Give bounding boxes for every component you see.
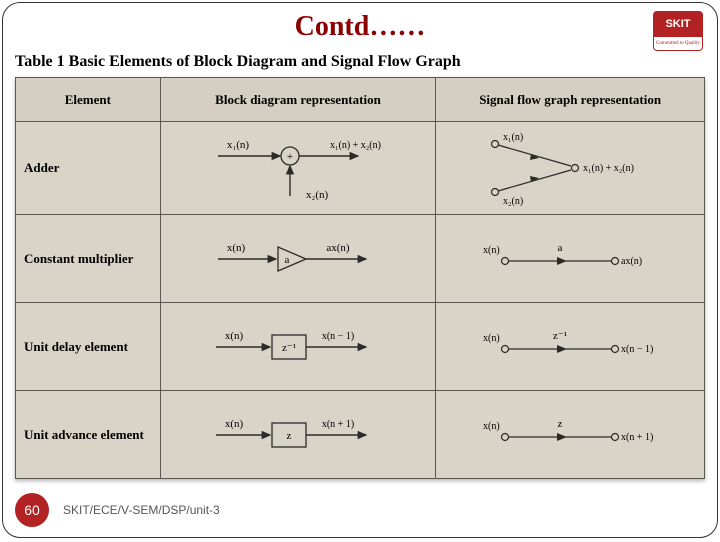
logo-tagline: Committed to Quality: [653, 37, 703, 51]
table-header-row: Element Block diagram representation Sig…: [16, 78, 705, 122]
svg-text:x₂(n): x₂(n): [503, 196, 523, 207]
svg-text:x(n): x(n): [225, 330, 244, 342]
block-diagram-advance: z x(n) x(n + 1): [160, 391, 436, 479]
svg-text:z: z: [287, 430, 292, 442]
svg-text:x(n): x(n): [227, 242, 246, 254]
svg-text:x(n): x(n): [225, 418, 244, 430]
svg-text:x₁(n) + x₂(n): x₁(n) + x₂(n): [330, 140, 381, 151]
svg-text:z⁻¹: z⁻¹: [282, 342, 296, 354]
svg-text:x₁(n) + x₂(n): x₁(n) + x₂(n): [583, 163, 634, 174]
svg-text:x(n − 1): x(n − 1): [621, 344, 653, 355]
col-block: Block diagram representation: [160, 78, 436, 122]
svg-text:x(n − 1): x(n − 1): [322, 331, 354, 342]
element-name: Constant multiplier: [16, 215, 161, 303]
svg-text:x(n): x(n): [483, 333, 500, 344]
svg-text:x(n): x(n): [483, 421, 500, 432]
footer: 60 SKIT/ECE/V-SEM/DSP/unit-3: [15, 493, 220, 527]
logo-text: SKIT: [653, 11, 703, 37]
sfg-adder: x₁(n) x₂(n) x₁(n) + x₂(n): [436, 122, 705, 215]
footer-path: SKIT/ECE/V-SEM/DSP/unit-3: [63, 503, 220, 517]
block-diagram-delay: z⁻¹ x(n) x(n − 1): [160, 303, 436, 391]
elements-table: Element Block diagram representation Sig…: [15, 77, 705, 479]
svg-text:x(n + 1): x(n + 1): [621, 432, 653, 443]
svg-text:x(n): x(n): [483, 245, 500, 256]
svg-text:ax(n): ax(n): [326, 242, 350, 254]
col-element: Element: [16, 78, 161, 122]
svg-text:x(n + 1): x(n + 1): [322, 419, 354, 430]
slide-frame: SKIT Committed to Quality Contd…… Table …: [2, 2, 718, 538]
svg-text:z: z: [558, 418, 563, 430]
svg-text:x₂(n): x₂(n): [306, 189, 328, 201]
block-diagram-adder: + x₁(n) x₂(n) x₁(n) + x₂(n): [160, 122, 436, 215]
svg-text:z⁻¹: z⁻¹: [553, 330, 567, 342]
svg-text:ax(n): ax(n): [621, 256, 642, 267]
table-row: Unit advance element z x(n) x(n + 1): [16, 391, 705, 479]
slide-title: Contd……: [3, 11, 717, 43]
svg-text:+: +: [287, 151, 293, 163]
svg-text:x₁(n): x₁(n): [503, 132, 523, 143]
element-name: Adder: [16, 122, 161, 215]
sfg-delay: z⁻¹ x(n) x(n − 1): [436, 303, 705, 391]
table-row: Adder + x₁(n) x₂(n) x₁(n) + x₂(n): [16, 122, 705, 215]
svg-text:a: a: [558, 242, 563, 254]
slide-subtitle: Table 1 Basic Elements of Block Diagram …: [15, 53, 717, 71]
logo: SKIT Committed to Quality: [653, 11, 703, 55]
svg-text:x₁(n): x₁(n): [227, 139, 249, 151]
table-row: Constant multiplier a x(n) ax(n): [16, 215, 705, 303]
table-container: Element Block diagram representation Sig…: [15, 77, 705, 479]
table-row: Unit delay element z⁻¹ x(n) x(n − 1): [16, 303, 705, 391]
element-name: Unit delay element: [16, 303, 161, 391]
block-diagram-mult: a x(n) ax(n): [160, 215, 436, 303]
element-name: Unit advance element: [16, 391, 161, 479]
col-sfg: Signal flow graph representation: [436, 78, 705, 122]
sfg-mult: a x(n) ax(n): [436, 215, 705, 303]
sfg-advance: z x(n) x(n + 1): [436, 391, 705, 479]
page-number: 60: [15, 493, 49, 527]
svg-text:a: a: [285, 254, 290, 266]
